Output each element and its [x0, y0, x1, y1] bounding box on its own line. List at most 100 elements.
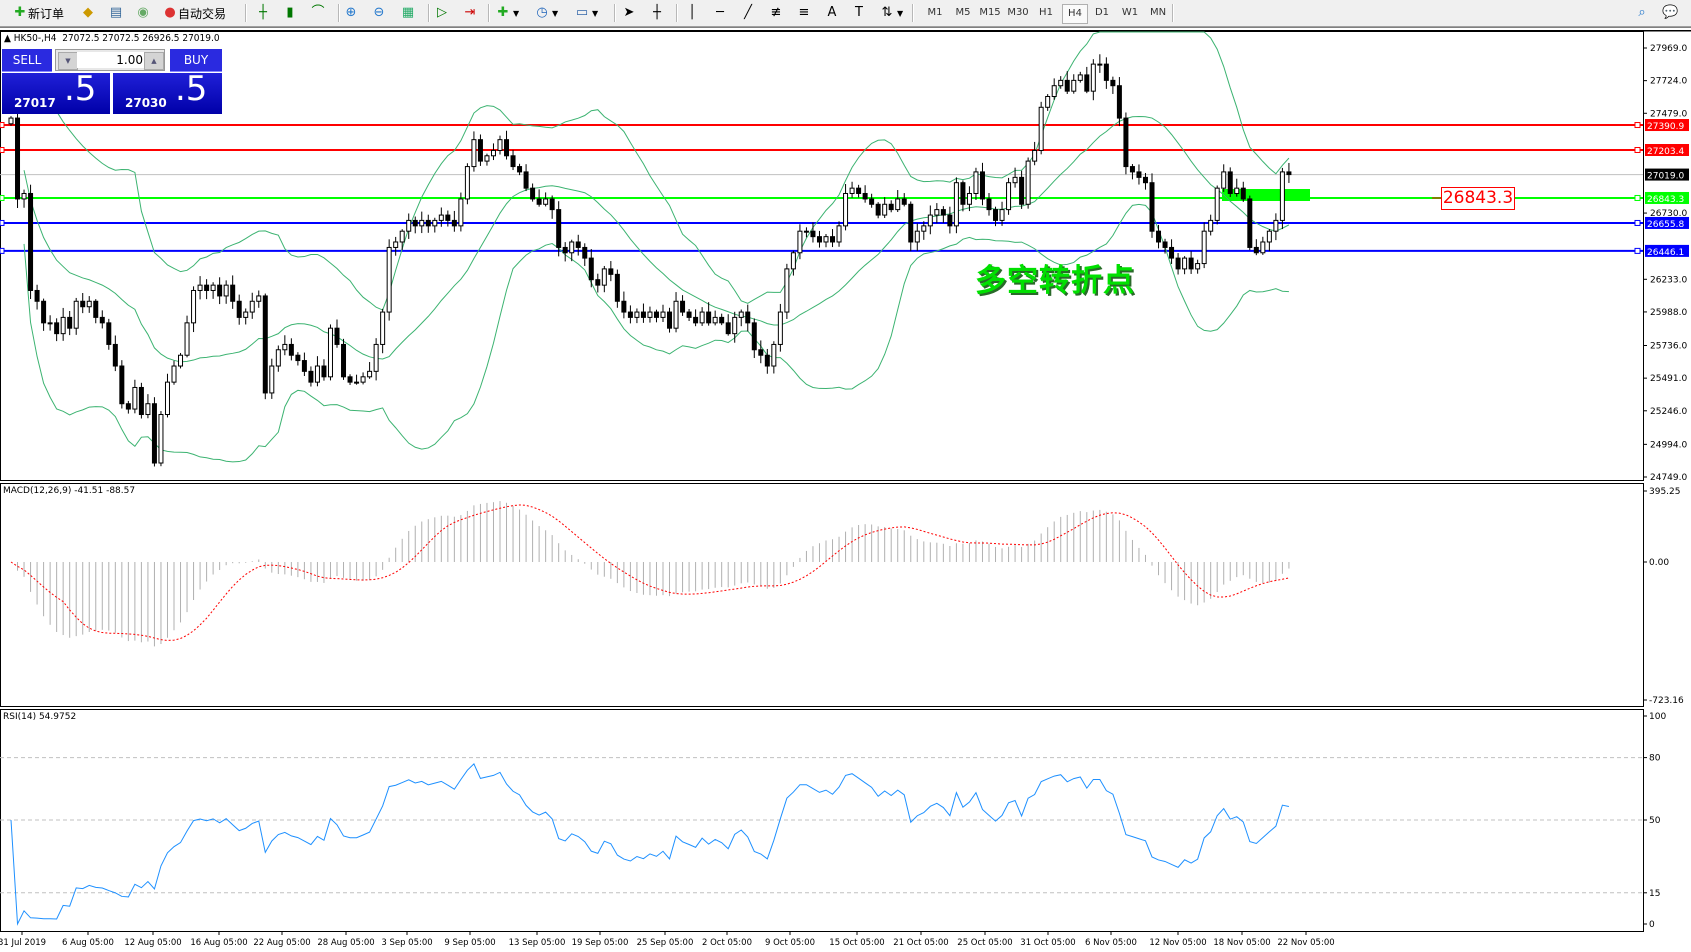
candle	[1019, 170, 1025, 209]
candle	[927, 205, 933, 235]
line-chart-button[interactable]: ⌒	[310, 3, 326, 23]
candle-body	[940, 209, 946, 216]
candle	[543, 192, 549, 207]
candle-body	[680, 300, 686, 313]
candle-body	[341, 343, 347, 378]
buy-button[interactable]: BUY	[170, 49, 222, 72]
candle-body	[15, 117, 21, 200]
chat-button[interactable]: 💬	[1662, 3, 1678, 23]
candle-body	[673, 300, 679, 329]
candle	[1032, 141, 1038, 166]
signals-icon: ◉	[137, 5, 149, 20]
candle	[790, 250, 796, 276]
auto-trading-button[interactable]: ● 自动交易	[162, 3, 226, 23]
text-label-button[interactable]: T	[851, 3, 867, 23]
candle-body	[562, 246, 568, 254]
text-button[interactable]: A	[824, 3, 840, 23]
tile-windows-button[interactable]: ▦	[400, 3, 416, 23]
candle-body	[28, 192, 34, 291]
crosshair-button[interactable]: ┼	[649, 3, 665, 23]
fibonacci-button[interactable]: ≡	[796, 3, 812, 23]
candle	[667, 307, 673, 333]
candle-body	[412, 219, 418, 227]
chart-annotation-text[interactable]: 多空转折点	[975, 263, 1135, 299]
candle-body	[797, 230, 803, 254]
horizontal-line-button[interactable]: ─	[712, 3, 728, 23]
candle	[556, 201, 562, 257]
periods-button[interactable]: ◷ ▼	[534, 3, 558, 23]
candle-body	[477, 139, 483, 162]
candle	[693, 309, 699, 327]
signals-button[interactable]: ◉	[135, 3, 151, 23]
candle	[249, 292, 255, 319]
templates-button[interactable]: ▭ ▼	[575, 5, 599, 20]
price-axis-label: 24994.0	[1650, 440, 1687, 450]
lot-size-input[interactable]	[77, 52, 145, 68]
periods-icon: ◷	[536, 5, 548, 20]
candle-body	[856, 187, 862, 194]
chart-shift-button[interactable]: ⇥	[462, 3, 478, 23]
timeframe-w1[interactable]: W1	[1121, 7, 1139, 18]
lot-decrease-button[interactable]: ▼	[58, 52, 78, 70]
timeframe-mn[interactable]: MN	[1149, 7, 1167, 18]
buy-price-button[interactable]: 27030 .5	[113, 69, 222, 114]
candle	[725, 314, 731, 336]
indicators-button[interactable]: ✚ ▼	[495, 3, 520, 23]
timeframe-h4[interactable]: H4	[1062, 4, 1088, 24]
candle-body	[1116, 85, 1122, 119]
candle	[953, 177, 959, 234]
lot-increase-button[interactable]: ▲	[144, 52, 164, 70]
candle-body	[464, 166, 470, 200]
market-watch-button[interactable]: ◆	[80, 3, 96, 23]
new-order-icon: ✚	[14, 5, 26, 20]
candle-body	[895, 198, 901, 211]
time-axis-label: 12 Aug 05:00	[124, 938, 181, 948]
arrows-icon: ⇅	[881, 5, 893, 20]
candle	[1110, 76, 1116, 94]
candle-body	[347, 376, 353, 383]
candle	[712, 310, 718, 326]
candlestick-button[interactable]: ▮	[282, 3, 298, 23]
time-axis-label: 31 Jul 2019	[0, 938, 46, 948]
candle-body	[640, 311, 646, 318]
timeframe-m1[interactable]: M1	[927, 7, 943, 18]
candle	[575, 234, 581, 256]
timeframe-m30[interactable]: M30	[1007, 7, 1029, 18]
candle	[1090, 59, 1096, 101]
navigator-button[interactable]: ▤	[108, 3, 124, 23]
zoom-in-button[interactable]: ⊕	[343, 3, 359, 23]
vertical-line-button[interactable]: │	[684, 3, 700, 23]
arrows-button[interactable]: ⇅ ▼	[879, 3, 904, 23]
zoom-out-button[interactable]: ⊖	[371, 3, 387, 23]
candle	[588, 249, 594, 288]
candle-body	[86, 300, 92, 308]
ohlc-values: 27072.5 27072.5 26926.5 27019.0	[62, 33, 220, 44]
time-axis-label: 16 Aug 05:00	[190, 938, 247, 948]
price-level-label: 26446.1	[1647, 248, 1684, 258]
trendline-button[interactable]: ╱	[740, 3, 756, 23]
timeframe-h1[interactable]: H1	[1039, 7, 1053, 18]
fibonacci-fan-button[interactable]: ≢	[768, 3, 784, 23]
candle-body	[738, 311, 744, 318]
candle-body	[1019, 176, 1025, 205]
candle	[784, 263, 790, 319]
bar-chart-button[interactable]: ┼	[255, 3, 271, 23]
candle	[1227, 167, 1233, 197]
autoscroll-button[interactable]: ▷	[434, 3, 450, 23]
timeframe-m15[interactable]: M15	[979, 7, 1001, 18]
sell-price-button[interactable]: 27017 .5	[2, 69, 110, 114]
cursor-button[interactable]: ➤	[621, 3, 637, 23]
candle-body	[999, 209, 1005, 221]
search-button[interactable]: ⌕	[1634, 3, 1650, 23]
price-label-object[interactable]: 26843.3	[1441, 187, 1515, 210]
price-axis-label: 25246.0	[1650, 407, 1687, 417]
timeframe-d1[interactable]: D1	[1094, 7, 1110, 18]
new-order-button[interactable]: ✚ 新订单	[12, 3, 64, 23]
candle	[412, 216, 418, 234]
timeframe-m5[interactable]: M5	[955, 7, 971, 18]
sell-button[interactable]: SELL	[2, 49, 52, 72]
candle-body	[60, 316, 66, 335]
candle-body	[308, 370, 314, 383]
candle-body	[99, 316, 105, 324]
